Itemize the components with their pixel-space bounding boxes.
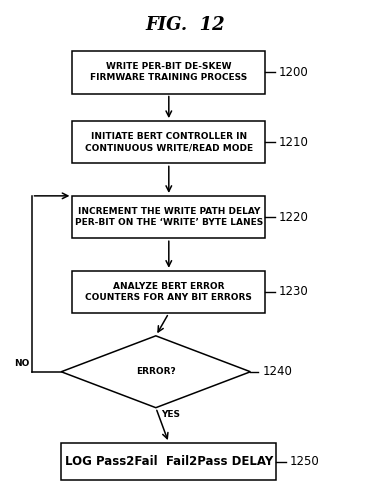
FancyBboxPatch shape	[61, 443, 276, 480]
Text: ERROR?: ERROR?	[136, 367, 176, 376]
Text: 1240: 1240	[262, 365, 292, 378]
Polygon shape	[61, 336, 250, 408]
Text: LOG Pass2Fail  Fail2Pass DELAY: LOG Pass2Fail Fail2Pass DELAY	[65, 455, 273, 468]
Text: YES: YES	[161, 410, 180, 419]
Text: 1230: 1230	[279, 285, 309, 298]
Text: 1210: 1210	[279, 136, 309, 149]
Text: 1220: 1220	[279, 211, 309, 224]
Text: ANALYZE BERT ERROR
COUNTERS FOR ANY BIT ERRORS: ANALYZE BERT ERROR COUNTERS FOR ANY BIT …	[85, 282, 252, 302]
Text: INITIATE BERT CONTROLLER IN
CONTINUOUS WRITE/READ MODE: INITIATE BERT CONTROLLER IN CONTINUOUS W…	[85, 132, 253, 152]
Text: FIG.  12: FIG. 12	[146, 16, 225, 34]
FancyBboxPatch shape	[72, 51, 265, 94]
Text: WRITE PER-BIT DE-SKEW
FIRMWARE TRAINING PROCESS: WRITE PER-BIT DE-SKEW FIRMWARE TRAINING …	[90, 62, 247, 82]
FancyBboxPatch shape	[72, 196, 265, 239]
Text: INCREMENT THE WRITE PATH DELAY
PER-BIT ON THE ‘WRITE’ BYTE LANES: INCREMENT THE WRITE PATH DELAY PER-BIT O…	[75, 207, 263, 227]
Text: 1200: 1200	[279, 66, 309, 79]
Text: 1250: 1250	[290, 455, 320, 468]
FancyBboxPatch shape	[72, 270, 265, 313]
FancyBboxPatch shape	[72, 121, 265, 164]
Text: NO: NO	[14, 359, 30, 368]
